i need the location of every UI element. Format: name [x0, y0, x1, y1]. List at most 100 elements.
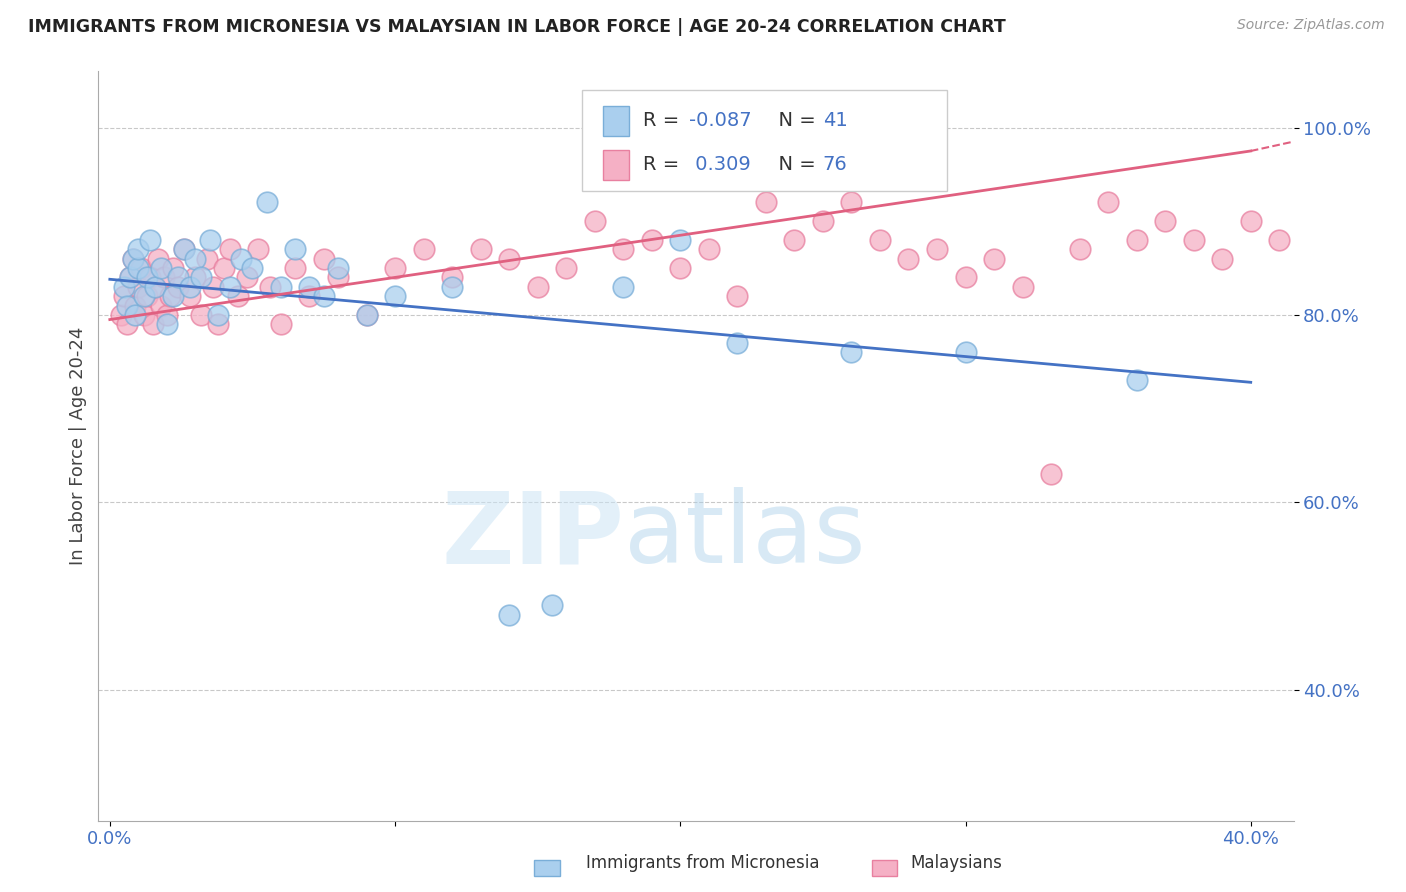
Point [129, 261, 152, 276]
Point [207, 308, 229, 322]
Point [1011, 280, 1033, 294]
Point [725, 289, 748, 303]
Text: Immigrants from Micronesia: Immigrants from Micronesia [586, 855, 820, 872]
Point [312, 252, 335, 266]
Point [118, 270, 141, 285]
Text: atlas: atlas [624, 487, 866, 584]
Point [841, 345, 863, 359]
Point [612, 280, 634, 294]
Point [298, 289, 321, 303]
Text: R =: R = [644, 111, 686, 129]
Point [1154, 214, 1177, 228]
Point [115, 317, 138, 331]
Point [139, 233, 162, 247]
Point [441, 270, 464, 285]
Point [284, 261, 307, 276]
Point [983, 252, 1005, 266]
Text: Source: ZipAtlas.com: Source: ZipAtlas.com [1237, 18, 1385, 32]
Bar [872, 860, 897, 876]
Point [190, 270, 212, 285]
Point [1125, 233, 1147, 247]
Point [173, 243, 195, 257]
Point [955, 270, 977, 285]
Point [356, 308, 378, 322]
Point [1040, 467, 1063, 482]
Point [1182, 233, 1205, 247]
Point [132, 308, 155, 322]
Text: N =: N = [766, 111, 823, 129]
Point [312, 289, 335, 303]
Point [207, 317, 229, 331]
Point [641, 233, 664, 247]
Point [270, 317, 292, 331]
Point [198, 233, 221, 247]
Point [284, 243, 307, 257]
Point [167, 270, 190, 285]
Point [121, 252, 143, 266]
Point [132, 289, 155, 303]
Point [226, 289, 249, 303]
Point [384, 261, 406, 276]
Point [955, 345, 977, 359]
Point [127, 261, 149, 276]
Point [1296, 261, 1319, 276]
Point [441, 280, 464, 294]
Text: 0.309: 0.309 [689, 154, 751, 174]
Point [115, 298, 138, 313]
Point [139, 270, 162, 285]
Point [195, 252, 218, 266]
FancyBboxPatch shape [582, 90, 948, 191]
Point [124, 298, 146, 313]
Point [1354, 214, 1376, 228]
Point [235, 270, 257, 285]
Y-axis label: In Labor Force | Age 20-24: In Labor Force | Age 20-24 [69, 326, 87, 566]
Point [135, 270, 157, 285]
Point [121, 252, 143, 266]
Point [755, 195, 778, 210]
Point [156, 317, 179, 331]
Point [145, 280, 167, 294]
Text: IMMIGRANTS FROM MICRONESIA VS MALAYSIAN IN LABOR FORCE | AGE 20-24 CORRELATION C: IMMIGRANTS FROM MICRONESIA VS MALAYSIAN … [28, 18, 1005, 36]
Point [162, 261, 184, 276]
Point [1097, 195, 1119, 210]
Point [179, 280, 201, 294]
Point [470, 243, 492, 257]
Point [326, 261, 349, 276]
Point [156, 308, 179, 322]
Point [1211, 252, 1233, 266]
Point [218, 243, 240, 257]
Point [112, 289, 135, 303]
Point [135, 289, 157, 303]
Text: N =: N = [766, 154, 823, 174]
Point [184, 270, 207, 285]
Point [201, 280, 224, 294]
Point [1268, 233, 1291, 247]
Text: 41: 41 [823, 111, 848, 129]
Point [869, 233, 891, 247]
Point [1324, 243, 1347, 257]
Point [583, 214, 606, 228]
Point [127, 243, 149, 257]
Point [247, 243, 270, 257]
Point [498, 252, 520, 266]
Point [112, 280, 135, 294]
Point [811, 214, 834, 228]
Point [184, 252, 207, 266]
Point [1382, 252, 1405, 266]
Point [124, 308, 146, 322]
Text: ZIP: ZIP [441, 487, 624, 584]
Point [150, 261, 173, 276]
Point [118, 270, 141, 285]
Point [1069, 243, 1091, 257]
Point [526, 280, 548, 294]
Point [412, 243, 434, 257]
Point [270, 280, 292, 294]
Point [356, 308, 378, 322]
Text: R =: R = [644, 154, 686, 174]
Point [669, 233, 692, 247]
Point [179, 289, 201, 303]
Point [725, 336, 748, 351]
Point [259, 280, 281, 294]
Point [669, 261, 692, 276]
Point [159, 289, 181, 303]
